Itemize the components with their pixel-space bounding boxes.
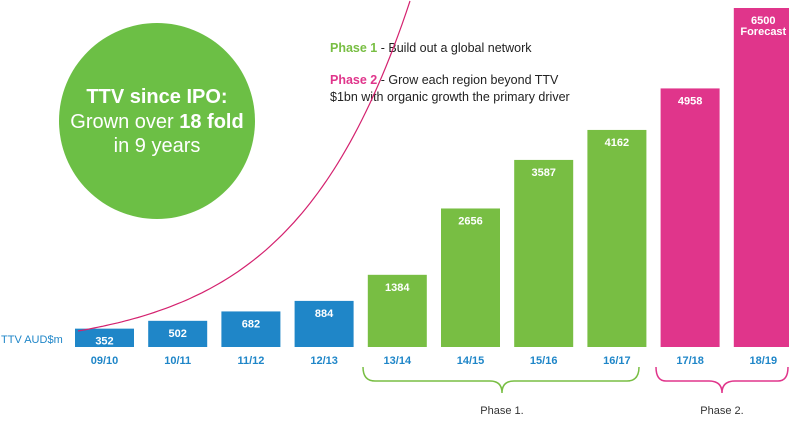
bar-value-label: 4958	[678, 95, 702, 107]
bar-value-label: 4162	[605, 137, 629, 149]
phase-1-desc: - Build out a global network	[377, 41, 532, 55]
bar-value-label: 2656	[458, 215, 482, 227]
x-tick-label: 11/12	[237, 355, 264, 367]
bar-value-label: 502	[169, 328, 187, 340]
callout-growth: Grown over 18 fold	[70, 111, 243, 133]
bar-value-label: 6500	[751, 15, 775, 27]
bar-17-18	[660, 88, 720, 347]
phase-2-label: Phase 2	[330, 73, 377, 87]
x-tick-labels: 09/10 10/11 11/12 12/13 13/14 14/15 15/16 16/17…	[91, 355, 777, 367]
x-tick-label: 12/13	[310, 355, 338, 367]
callout-circle	[59, 23, 255, 219]
callout-growth-bold: 18 fold	[179, 111, 243, 133]
phase-2-text: Phase 2 - Grow each region beyond TTV	[330, 73, 559, 87]
phase-brackets: Phase 1. Phase 2.	[362, 366, 789, 417]
bar-13-14	[367, 274, 427, 347]
bar-10-11	[148, 320, 208, 347]
bar-12-13	[294, 300, 354, 347]
trend-curve	[77, 0, 411, 332]
callout-years: in 9 years	[114, 135, 201, 157]
bar-16-17	[587, 129, 647, 347]
bar-value-label: Forecast	[740, 26, 786, 38]
phase-2-bracket	[655, 366, 789, 394]
phase-2-desc: - Grow each region beyond TTV	[377, 73, 559, 87]
phase-1-caption: Phase 1.	[480, 405, 523, 417]
phase-1-label: Phase 1	[330, 41, 377, 55]
bar-series: 352 502 682 884 1384 2656 3587 4162 4958 6500Fore…	[75, 8, 789, 348]
bar-18-19	[733, 8, 789, 347]
phase-legend: Phase 1 - Build out a global network Pha…	[330, 41, 570, 104]
x-tick-label: 09/10	[91, 355, 119, 367]
x-tick-label: 15/16	[530, 355, 558, 367]
ttv-callout: TTV since IPO: Grown over 18 fold in 9 y…	[59, 23, 255, 219]
bar-11-12	[221, 311, 281, 347]
x-tick-label: 16/17	[603, 355, 631, 367]
bar-value-label: 3587	[531, 167, 555, 179]
bar-15-16	[514, 159, 574, 347]
bar-value-label: 682	[242, 318, 260, 330]
phase-1-text: Phase 1 - Build out a global network	[330, 41, 532, 55]
bar-value-label: 1384	[385, 282, 410, 294]
y-axis-label: TTV AUD$m	[1, 334, 63, 346]
x-tick-label: 14/15	[457, 355, 485, 367]
bar-value-label: 352	[95, 336, 113, 348]
bar-14-15	[441, 208, 500, 347]
x-tick-label: 18/19	[750, 355, 778, 367]
x-tick-label: 10/11	[164, 355, 191, 367]
x-tick-label: 17/18	[676, 355, 704, 367]
phase-1-bracket	[362, 366, 640, 394]
callout-title: TTV since IPO:	[86, 86, 227, 108]
x-tick-label: 13/14	[384, 355, 412, 367]
bar-09-10	[75, 328, 134, 347]
phase-2-desc-line2: $1bn with organic growth the primary dri…	[330, 90, 570, 104]
callout-growth-prefix: Grown over	[70, 111, 179, 133]
bar-value-label: 884	[315, 308, 334, 320]
phase-2-caption: Phase 2.	[700, 405, 743, 417]
